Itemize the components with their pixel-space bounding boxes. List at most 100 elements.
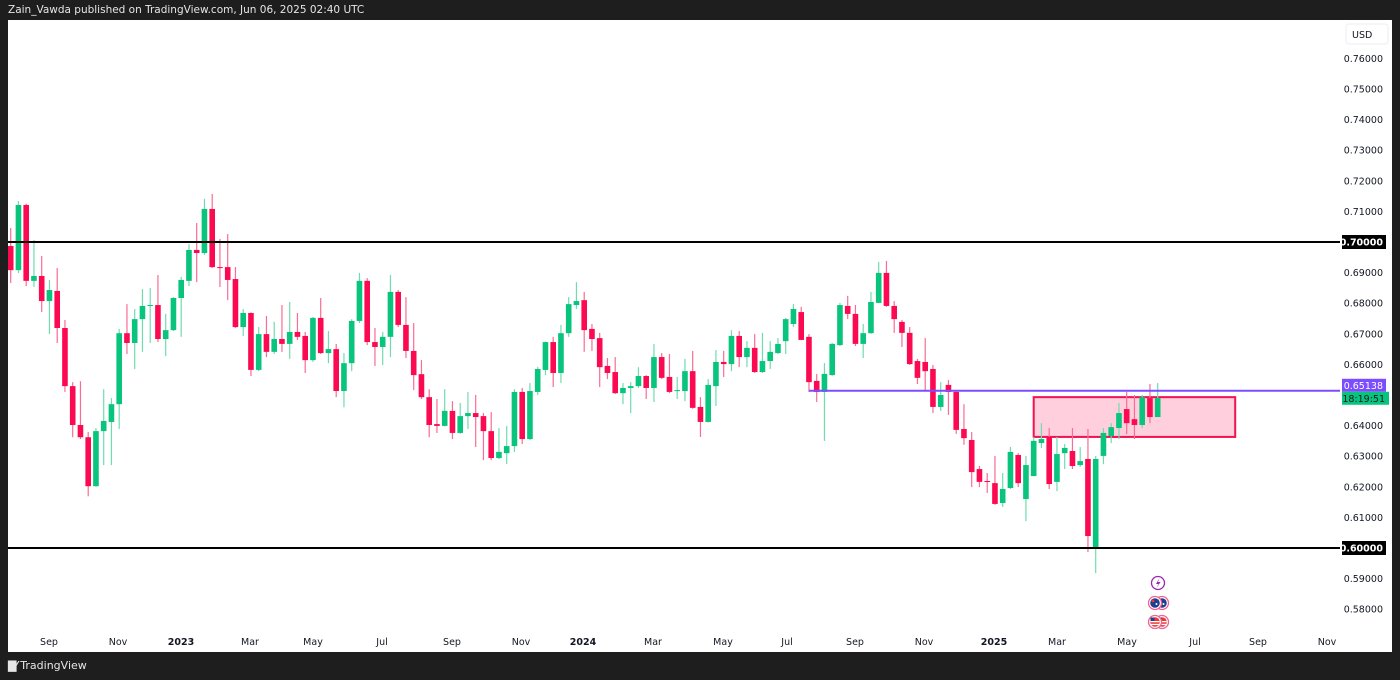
candle-body (689, 371, 696, 408)
candle-body (248, 312, 254, 370)
candle (434, 398, 440, 433)
candle-body (821, 373, 828, 392)
candle (720, 350, 727, 377)
countdown-tag (1342, 391, 1389, 405)
candle (744, 341, 750, 368)
price-axis-tick: 0.64000 (1344, 421, 1383, 432)
price-axis-tick: 0.61000 (1344, 513, 1383, 524)
candle (488, 412, 494, 461)
candle-body (1092, 458, 1099, 548)
time-axis-tick: Mar (644, 637, 662, 648)
candle (689, 350, 696, 409)
candle (441, 389, 448, 427)
candle (999, 473, 1006, 507)
candle-body (410, 350, 417, 376)
currency-button[interactable]: USD (1345, 23, 1389, 45)
candle (418, 360, 425, 399)
publisher-header: Zain_Vawda published on TradingView.com,… (8, 4, 365, 16)
time-axis-tick: Sep (1249, 637, 1267, 648)
candle-body (1015, 454, 1021, 484)
candle-body (263, 334, 270, 352)
price-axis-tick: 0.71000 (1344, 207, 1383, 218)
ray-price-tag (1342, 378, 1386, 392)
candle (170, 297, 177, 332)
price-axis-tick: 0.66000 (1344, 360, 1383, 371)
lightning-icon[interactable] (1150, 575, 1166, 591)
candle-body (54, 290, 60, 328)
candle-body (348, 320, 355, 364)
us-flag-icon[interactable] (1147, 614, 1170, 630)
candle-body (271, 339, 277, 352)
candle-body (968, 439, 975, 473)
candle (162, 313, 169, 357)
candle (1038, 423, 1045, 448)
candle (224, 234, 231, 301)
candle (790, 304, 797, 328)
candle-body (364, 280, 370, 343)
candle-body (534, 368, 541, 392)
candle (1023, 455, 1029, 522)
candle-body (379, 336, 386, 347)
candle-body (868, 301, 874, 334)
candle-body (612, 372, 618, 394)
candle (1046, 428, 1052, 489)
candle-body (155, 305, 161, 340)
candle (1100, 428, 1107, 465)
candle (891, 301, 897, 333)
candle (139, 289, 146, 352)
candle (953, 391, 959, 434)
candle-body (891, 305, 897, 320)
candle-body (976, 469, 983, 482)
candle-body (279, 339, 285, 344)
candle-body (558, 333, 564, 373)
bar-countdown-label: 18:19:51 (1342, 394, 1385, 405)
candle-body (620, 387, 626, 394)
candle (658, 353, 665, 380)
chart-pane[interactable] (8, 20, 1392, 652)
candle-body (69, 386, 76, 425)
price-axis-tick: 0.68000 (1344, 299, 1383, 310)
candle-body (992, 483, 998, 504)
price-axis-tick: 0.72000 (1344, 176, 1383, 187)
candle-body (852, 313, 859, 344)
candle (209, 193, 215, 269)
candle (255, 327, 262, 372)
australia-flag-icon[interactable] (1147, 595, 1170, 611)
candle (263, 316, 270, 358)
candle-body (573, 301, 580, 306)
candle (1139, 395, 1145, 429)
candle-body (124, 333, 130, 343)
candle-body (1061, 447, 1068, 454)
candle (604, 357, 611, 380)
price-axis-tick: 0.58000 (1344, 605, 1383, 616)
time-axis-tick: Nov (1318, 637, 1337, 648)
candle (1131, 395, 1138, 440)
candle-body (604, 365, 611, 373)
candle-body (922, 361, 928, 372)
candle (325, 331, 332, 364)
time-axis-tick: Jul (780, 637, 792, 648)
candle-body (255, 334, 262, 370)
candle (868, 291, 874, 334)
candle (844, 295, 851, 320)
candle (426, 389, 432, 438)
candle-body (1023, 465, 1029, 500)
candle (682, 358, 688, 402)
candle-body (224, 267, 231, 280)
candle (930, 365, 936, 414)
price-axis-tick: 0.73000 (1344, 146, 1383, 157)
time-axis-tick: May (1117, 637, 1137, 648)
candle-body (62, 327, 68, 387)
candle (341, 353, 347, 408)
price-axis-tick: 0.76000 (1344, 54, 1383, 65)
candle (178, 276, 184, 337)
candle (829, 342, 835, 376)
candle (627, 382, 634, 414)
candle (751, 334, 758, 373)
candle (713, 350, 719, 407)
candle-body (317, 317, 324, 354)
level-price-label: 0.70000 (1340, 238, 1384, 249)
candle (767, 341, 773, 369)
candle-body (418, 374, 425, 398)
